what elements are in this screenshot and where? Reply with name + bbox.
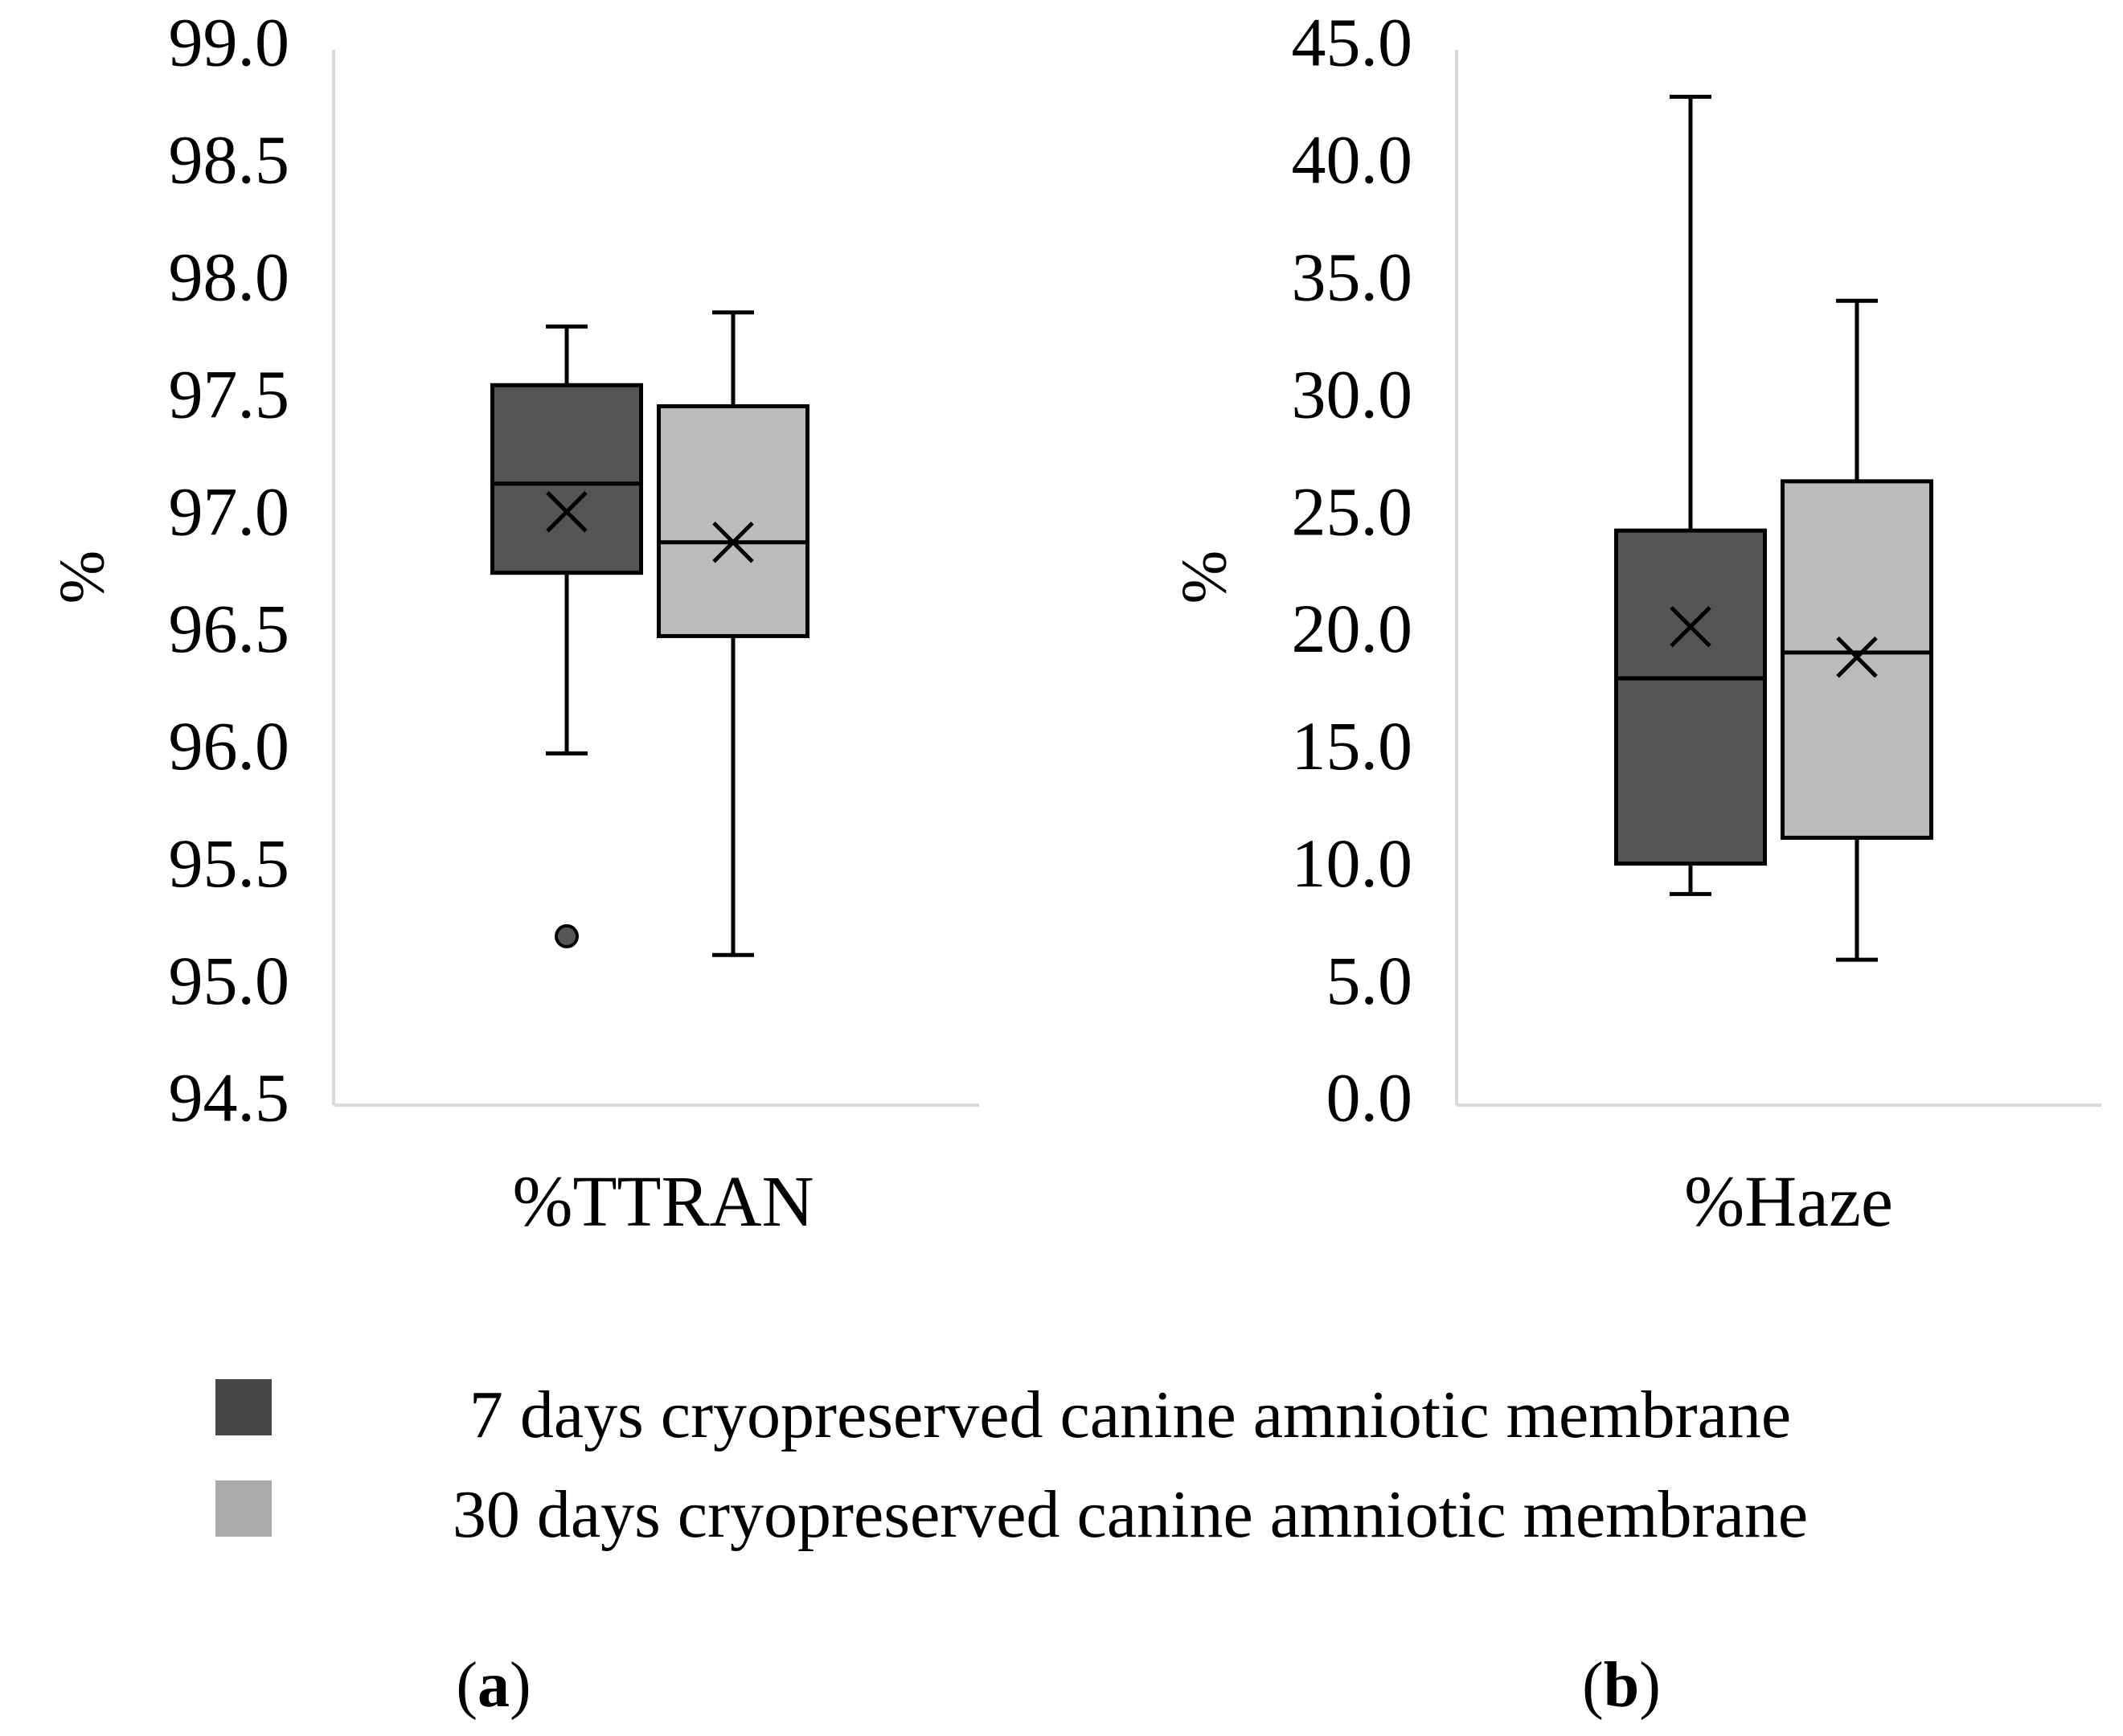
panel-a-ttran-chart: 99.0 98.5 98.0 97.5 97.0 96.5 96.0 95.5 95.0 94.5… (47, 4, 979, 1242)
legend: 7 days cryopreserved canine amniotic mem… (215, 1378, 1808, 1552)
panel-label-a: (a) (456, 1650, 531, 1721)
panel-a-y-tick-label: 96.5 (169, 590, 290, 667)
panel-a-y-tick-label: 94.5 (169, 1059, 290, 1136)
panel-b-7-days-mean-marker (1670, 606, 1711, 648)
legend-item-7-days: 7 days cryopreserved canine amniotic mem… (215, 1378, 1791, 1452)
panel-a-7-days-box-group (490, 324, 643, 948)
panel-b-y-tick-label: 30.0 (1292, 355, 1413, 432)
panel-b-y-tick-label: 45.0 (1292, 4, 1413, 81)
panel-a-y-axis-label: % (47, 551, 117, 604)
panel-b-y-tick-label: 10.0 (1292, 825, 1413, 902)
panel-a-y-tick-label: 95.0 (169, 942, 290, 1019)
panel-a-x-category-label: %TTRAN (513, 1162, 814, 1242)
panel-a-30-days-mean-marker (712, 521, 754, 563)
panel-b-boxes (1614, 94, 1933, 962)
panel-b-y-tick-label: 40.0 (1292, 121, 1413, 199)
panel-b-30-days-mean-marker (1836, 636, 1878, 678)
panel-b-30-days-box-group (1781, 298, 1933, 962)
panel-a-30-days-box (657, 404, 809, 638)
panel-a-y-tick-label: 98.0 (169, 239, 290, 316)
panel-a-7-days-box (490, 383, 643, 575)
panel-b-y-tick-labels: 45.0 40.0 35.0 30.0 25.0 20.0 15.0 10.0 5.0 0.0 (1292, 4, 1413, 1136)
panel-b-y-tick-label: 0.0 (1326, 1059, 1413, 1136)
panel-b-y-axis-label: % (1169, 551, 1240, 604)
panel-a-y-tick-label: 96.0 (169, 707, 290, 784)
panel-a-y-tick-label: 95.5 (169, 825, 290, 902)
panel-b-haze-chart: 45.0 40.0 35.0 30.0 25.0 20.0 15.0 10.0 5.0 0.0 %… (1169, 4, 2101, 1242)
legend-swatch-30-days (215, 1480, 272, 1537)
panel-a-7-days-outlier-point (555, 923, 579, 948)
legend-item-30-days: 30 days cryopreserved canine amniotic me… (215, 1477, 1808, 1552)
panel-a-y-tick-label: 99.0 (169, 4, 290, 81)
panel-a-7-days-mean-marker (546, 491, 588, 533)
panel-a-y-tick-labels: 99.0 98.5 98.0 97.5 97.0 96.5 96.0 95.5 95.0 94.5 (169, 4, 290, 1136)
legend-label-30-days: 30 days cryopreserved canine amniotic me… (453, 1477, 1808, 1552)
panel-b-y-tick-label: 25.0 (1292, 473, 1413, 550)
panel-b-y-tick-label: 15.0 (1292, 707, 1413, 784)
panel-b-x-category-label: %Haze (1684, 1162, 1893, 1242)
panel-a-y-tick-label: 97.0 (169, 473, 290, 550)
panel-b-y-tick-label: 20.0 (1292, 590, 1413, 667)
panel-b-y-tick-label: 5.0 (1326, 942, 1413, 1019)
panel-label-b: (b) (1582, 1650, 1661, 1721)
panel-b-y-tick-label: 35.0 (1292, 239, 1413, 316)
panel-b-7-days-box (1614, 528, 1767, 866)
legend-label-7-days: 7 days cryopreserved canine amniotic mem… (469, 1378, 1791, 1452)
panel-a-boxes (490, 310, 809, 957)
panel-a-y-tick-label: 98.5 (169, 121, 290, 199)
panel-b-7-days-box-group (1614, 94, 1767, 896)
legend-swatch-7-days (215, 1379, 272, 1435)
panel-a-y-tick-label: 97.5 (169, 355, 290, 432)
panel-a-30-days-box-group (657, 310, 809, 957)
